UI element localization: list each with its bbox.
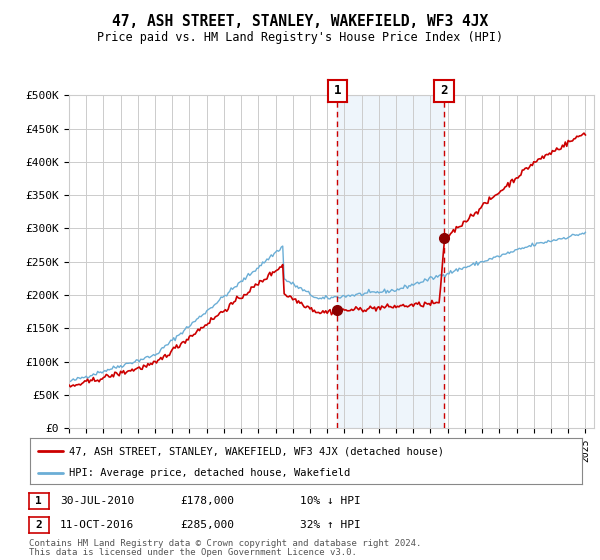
- Text: £178,000: £178,000: [180, 496, 234, 506]
- Text: HPI: Average price, detached house, Wakefield: HPI: Average price, detached house, Wake…: [68, 468, 350, 478]
- Text: Price paid vs. HM Land Registry's House Price Index (HPI): Price paid vs. HM Land Registry's House …: [97, 31, 503, 44]
- Text: 32% ↑ HPI: 32% ↑ HPI: [300, 520, 361, 530]
- Text: 1: 1: [35, 496, 42, 506]
- Text: 2: 2: [440, 85, 448, 97]
- Text: This data is licensed under the Open Government Licence v3.0.: This data is licensed under the Open Gov…: [29, 548, 356, 557]
- Text: 10% ↓ HPI: 10% ↓ HPI: [300, 496, 361, 506]
- Text: £285,000: £285,000: [180, 520, 234, 530]
- Text: 1: 1: [334, 85, 341, 97]
- Text: 30-JUL-2010: 30-JUL-2010: [60, 496, 134, 506]
- Text: 11-OCT-2016: 11-OCT-2016: [60, 520, 134, 530]
- Text: Contains HM Land Registry data © Crown copyright and database right 2024.: Contains HM Land Registry data © Crown c…: [29, 539, 421, 548]
- Text: 2: 2: [35, 520, 42, 530]
- Text: 47, ASH STREET, STANLEY, WAKEFIELD, WF3 4JX (detached house): 47, ASH STREET, STANLEY, WAKEFIELD, WF3 …: [68, 446, 443, 456]
- Text: 47, ASH STREET, STANLEY, WAKEFIELD, WF3 4JX: 47, ASH STREET, STANLEY, WAKEFIELD, WF3 …: [112, 14, 488, 29]
- Bar: [337, 95, 444, 428]
